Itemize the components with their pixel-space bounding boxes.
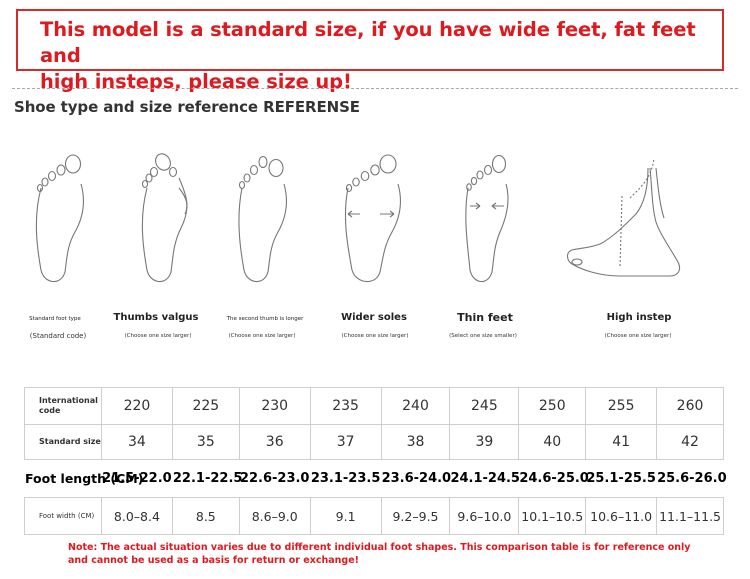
row-header: Foot width (CM) [24, 497, 102, 535]
foot-sub-thumbs-valgus: (Choose one size larger) [124, 333, 192, 339]
table-cell: 8.0–8.4 [100, 497, 173, 535]
foot-label-wider-soles: Wider soles [341, 312, 407, 323]
table-cell: 24.1-24.5 [449, 459, 520, 498]
table-cell: 34 [100, 424, 173, 460]
foot-sub-second-toe: (Choose one size larger) [228, 333, 296, 339]
table-row-foot-width: Foot width (CM) 8.0–8.4 8.5 8.6–9.0 9.1 … [24, 497, 724, 535]
table-cell: 24.6-25.0 [518, 459, 589, 498]
table-cell: 240 [380, 387, 451, 425]
table-cell: 41 [585, 424, 658, 460]
row-header: Foot length (CM) [24, 459, 143, 498]
table-cell: 10.1–10.5 [518, 497, 587, 535]
table-row-standard-size: Standard size 34 35 36 37 38 39 40 41 42 [24, 424, 724, 460]
table-row-international-code: International code 220 225 230 235 240 2… [24, 387, 724, 425]
table-cell: 250 [518, 387, 587, 425]
foot-label-second-toe: The second thumb is longer [226, 316, 304, 322]
foot-sub-wider-soles: (Choose one size larger) [341, 333, 409, 339]
table-cell: 9.1 [309, 497, 382, 535]
table-cell: 36 [238, 424, 311, 460]
dashed-divider [12, 88, 738, 89]
section-title: Shoe type and size reference REFERENSE [14, 98, 360, 116]
table-cell: 245 [449, 387, 520, 425]
foot-label-thumbs-valgus: Thumbs valgus [113, 312, 199, 323]
table-cell: 23.1-23.5 [310, 459, 382, 498]
table-cell: 22.1-22.5 [172, 459, 242, 498]
table-cell: 25.6-26.0 [656, 459, 727, 498]
table-cell: 8.6–9.0 [238, 497, 311, 535]
row-header: Standard size [24, 424, 102, 460]
foot-label-standard: Standard foot type [29, 316, 81, 322]
table-cell: 260 [656, 387, 724, 425]
foot-label-high-instep: High instep [606, 312, 672, 323]
table-cell: 230 [238, 387, 311, 425]
table-cell: 35 [171, 424, 240, 460]
table-cell: 9.6–10.0 [449, 497, 520, 535]
table-cell: 42 [656, 424, 724, 460]
table-cell: 235 [309, 387, 382, 425]
table-cell: 255 [585, 387, 658, 425]
table-cell: 23.6-24.0 [381, 459, 451, 498]
foot-sub-high-instep: (Choose one size larger) [604, 333, 672, 339]
table-cell: 40 [518, 424, 587, 460]
note-line-1: Note: The actual situation varies due to… [68, 542, 691, 553]
thumbs-valgus-foot-illustration [135, 148, 203, 288]
standard-foot-illustration [27, 148, 95, 288]
size-chart-table: International code 220 225 230 235 240 2… [24, 387, 727, 535]
banner-line-2: high insteps, please size up! [40, 70, 352, 93]
note-line-2: and cannot be used as a basis for return… [68, 555, 359, 566]
size-warning-banner: This model is a standard size, if you ha… [16, 9, 724, 93]
disclaimer-note: Note: The actual situation varies due to… [68, 541, 691, 567]
table-cell: 9.2–9.5 [380, 497, 451, 535]
table-cell: 8.5 [171, 497, 240, 535]
wider-soles-foot-illustration [340, 148, 410, 288]
table-cell: 10.6–11.0 [585, 497, 658, 535]
thin-feet-foot-illustration [456, 148, 524, 288]
banner-line-1: This model is a standard size, if you ha… [40, 18, 696, 67]
table-cell: 22.6-23.0 [239, 459, 311, 498]
table-cell: 25.1-25.5 [585, 459, 657, 498]
table-cell: 39 [449, 424, 520, 460]
foot-label-thin-feet: Thin feet [457, 311, 513, 324]
table-cell: 225 [171, 387, 240, 425]
second-toe-longer-foot-illustration [232, 148, 300, 288]
row-header: International code [24, 387, 102, 425]
table-row-foot-length: Foot length (CM) 21.5-22.0 22.1-22.5 22.… [24, 459, 727, 498]
table-cell: 38 [380, 424, 451, 460]
table-cell: 37 [309, 424, 382, 460]
foot-sub-thin-feet: (Select one size smaller) [449, 333, 517, 339]
table-cell: 220 [100, 387, 173, 425]
table-cell: 11.1–11.5 [656, 497, 724, 535]
foot-sub-standard: (Standard code) [29, 332, 87, 340]
table-cell: 21.5-22.0 [101, 459, 173, 498]
high-instep-foot-illustration [560, 148, 710, 288]
